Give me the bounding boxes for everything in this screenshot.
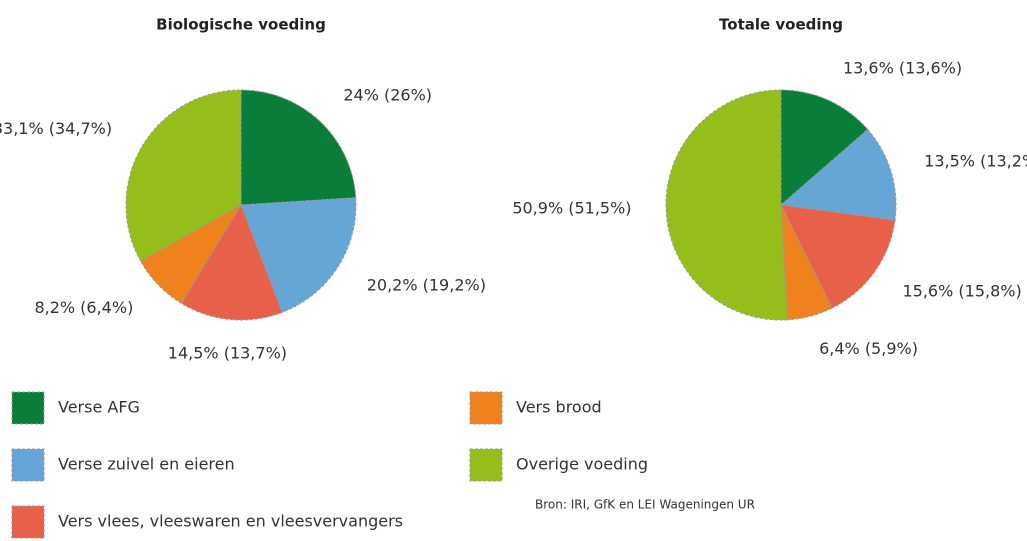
pie-slice — [139, 203, 243, 304]
data-label: 6,4% (5,9%) — [819, 339, 918, 358]
chart-title: Totale voeding — [719, 16, 843, 34]
legend-swatch — [11, 391, 45, 425]
pie-slice — [125, 89, 242, 262]
legend-label: Overige voeding — [516, 455, 648, 474]
legend-label: Verse zuivel en eieren — [58, 455, 235, 474]
pie-slice — [240, 197, 357, 314]
pie-slice — [780, 204, 833, 321]
legend-swatch — [469, 391, 503, 425]
data-label: 20,2% (19,2%) — [367, 275, 486, 294]
legend-swatch — [469, 448, 503, 482]
pie-slice — [665, 89, 789, 321]
legend-swatch — [11, 448, 45, 482]
data-label: 24% (26%) — [343, 86, 432, 105]
pie-slice — [180, 203, 283, 321]
pie-slice — [779, 128, 897, 221]
pie-slice — [780, 89, 869, 207]
legend-label: Verse AFG — [58, 398, 140, 417]
data-label: 13,6% (13,6%) — [843, 58, 962, 77]
pie-slice — [240, 89, 357, 206]
legend-label: Vers brood — [516, 398, 602, 417]
data-label: 33,1% (34,7%) — [0, 119, 112, 138]
legend-label: Vers vlees, vleeswaren en vleesvervanger… — [58, 512, 403, 531]
data-label: 8,2% (6,4%) — [34, 298, 133, 317]
data-label: 13,5% (13,2%) — [924, 151, 1027, 170]
source-note: Bron: IRI, GfK en LEI Wageningen UR — [535, 498, 755, 512]
chart-title: Biologische voeding — [156, 16, 326, 34]
legend-swatch — [11, 505, 45, 539]
data-label: 14,5% (13,7%) — [168, 343, 287, 362]
data-label: 15,6% (15,8%) — [902, 282, 1021, 301]
pie-slice — [780, 204, 896, 309]
data-label: 50,9% (51,5%) — [512, 199, 631, 218]
